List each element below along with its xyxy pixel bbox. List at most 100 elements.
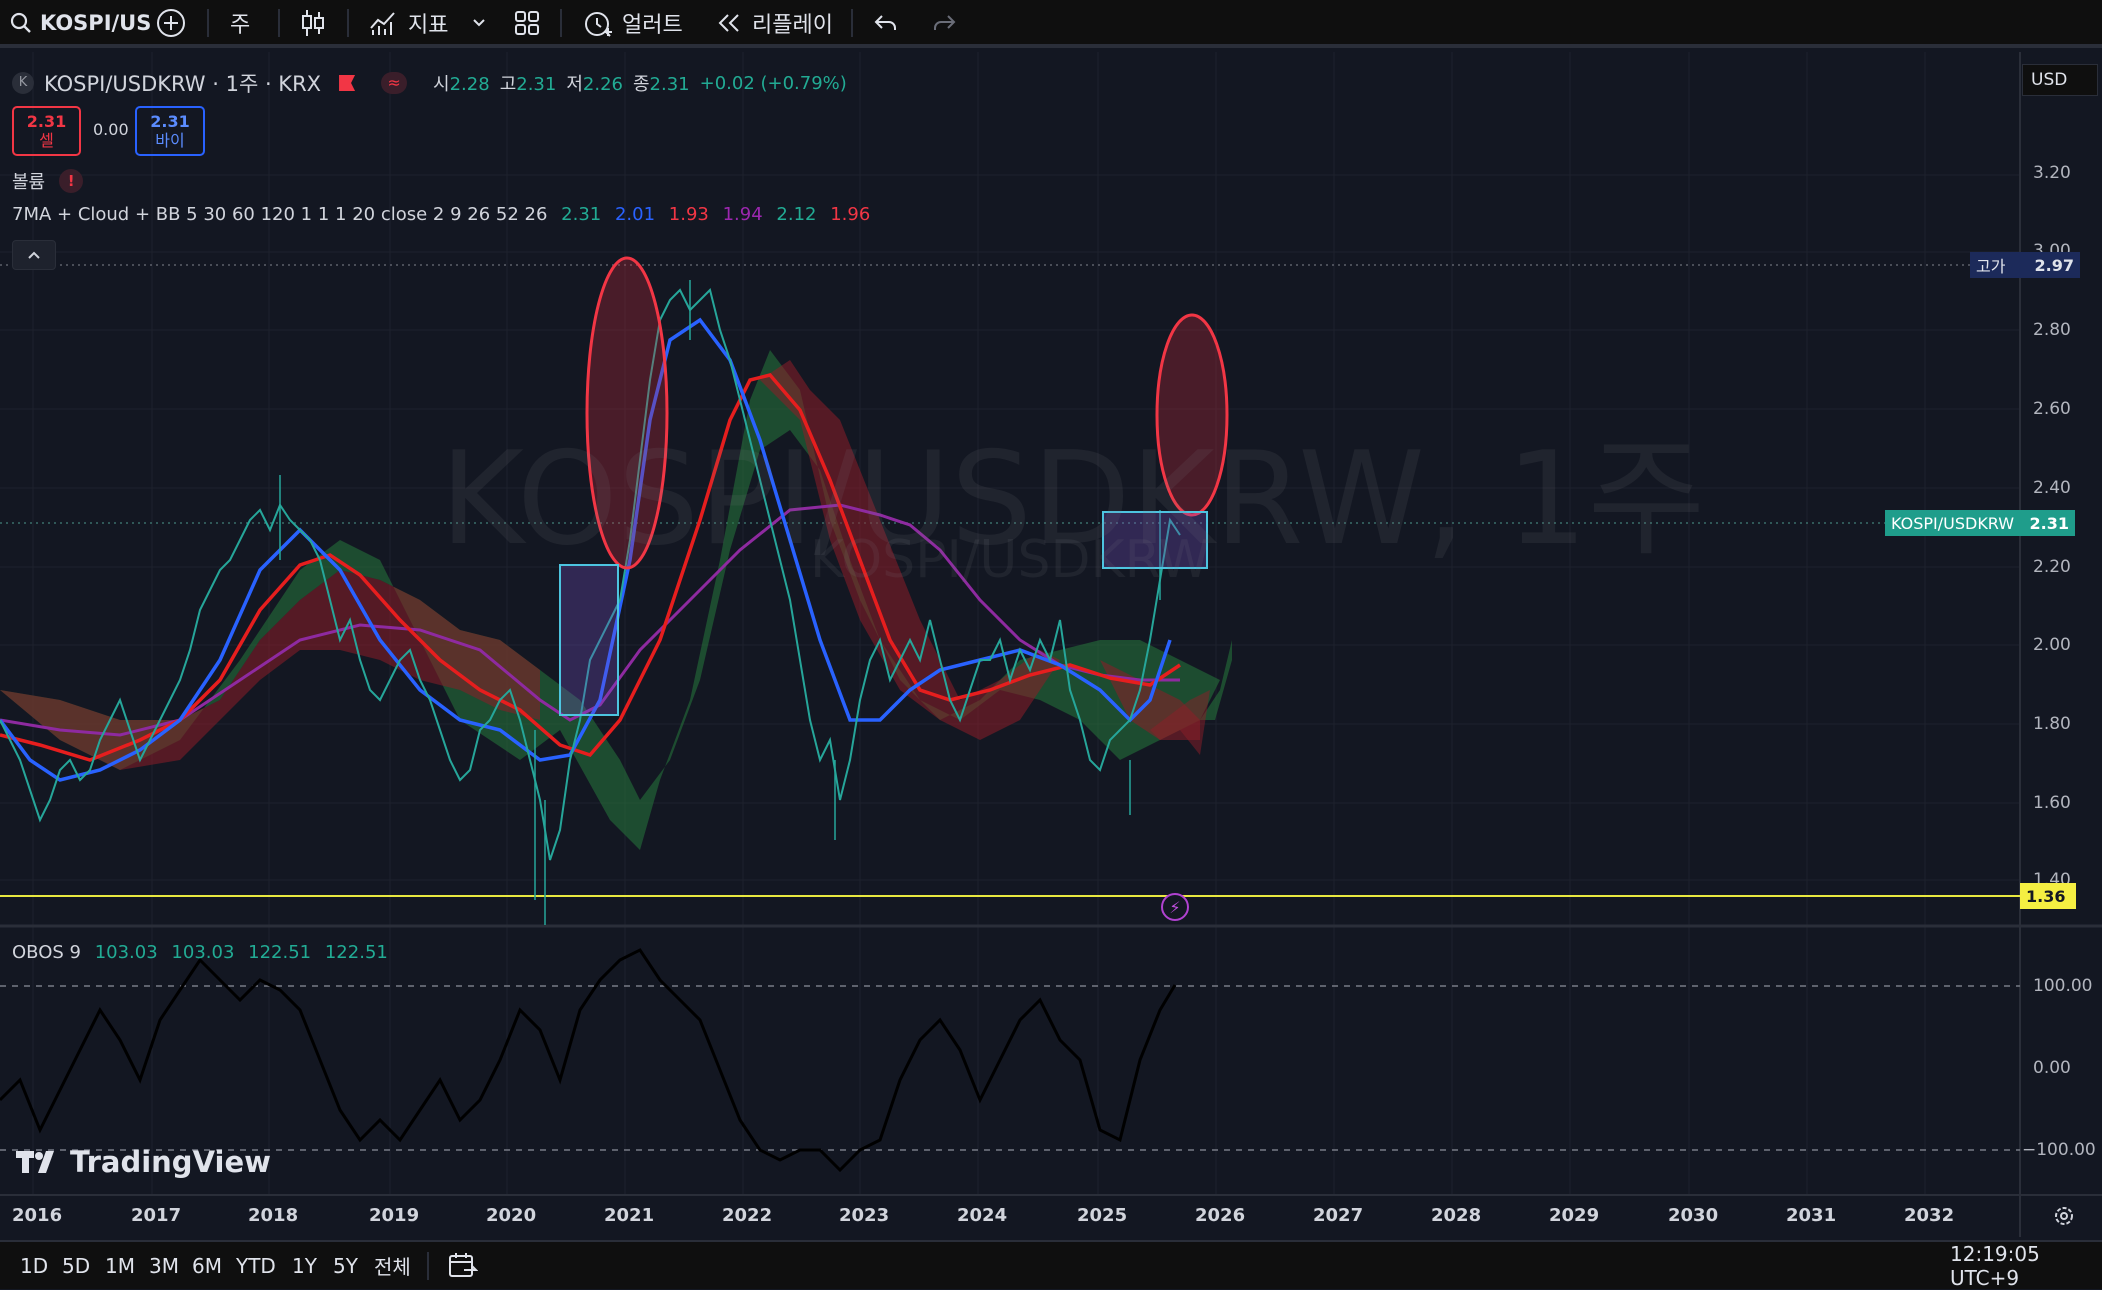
indicators-button[interactable]: 지표: [368, 0, 448, 46]
sell-button[interactable]: 2.31 셀: [12, 106, 81, 156]
change-value: +0.02 (+0.79%): [699, 72, 847, 94]
ma-legend[interactable]: 7MA + Cloud + BB 5 30 60 120 1 1 1 20 cl…: [12, 204, 870, 225]
price-candles: [0, 288, 1181, 861]
spread-value: 0.00: [93, 120, 129, 139]
volume-legend[interactable]: 볼륨 !: [12, 168, 84, 194]
indicators-label: 지표: [408, 13, 449, 38]
symbol-title: KOSPI/USDKRW · 1주 · KRX: [44, 72, 322, 96]
toolbar-divider: [560, 9, 562, 37]
interval-button[interactable]: 주: [230, 0, 250, 46]
chart-canvas[interactable]: [0, 52, 2102, 1237]
clock-timezone[interactable]: 12:19:05 UTC+9: [1950, 1241, 2040, 1290]
year-label: 2023: [839, 1205, 890, 1226]
range-3m[interactable]: 3M: [149, 1253, 179, 1278]
open-value: 2.28: [449, 74, 490, 95]
range-1d[interactable]: 1D: [20, 1253, 49, 1278]
high-tag-label: 고가: [1976, 257, 2006, 276]
go-to-date-button[interactable]: [448, 1242, 478, 1289]
year-label: 2032: [1904, 1205, 1955, 1226]
close-value: 2.31: [649, 74, 690, 95]
tradingview-logo[interactable]: TradingView: [16, 1145, 271, 1179]
volume-label: 볼륨: [12, 172, 46, 193]
obos-legend[interactable]: OBOS 9 103.03 103.03 122.51 122.51: [12, 942, 388, 963]
year-label: 2029: [1549, 1205, 1600, 1226]
alert-button[interactable]: 얼러트: [582, 0, 683, 46]
redo-button[interactable]: [932, 0, 956, 46]
highlight-box-2025[interactable]: [1102, 511, 1208, 569]
year-label: 2031: [1786, 1205, 1837, 1226]
candle-wicks: [279, 280, 1161, 925]
compare-button[interactable]: [156, 0, 186, 46]
indicator-templates-dropdown[interactable]: [472, 0, 486, 46]
ma-indicator-name: 7MA + Cloud + BB 5 30 60 120 1 1 1 20 cl…: [12, 204, 548, 225]
range-1y[interactable]: 1Y: [292, 1253, 317, 1278]
warning-icon[interactable]: !: [59, 169, 84, 193]
last-price-tag: KOSPI/USDKRW 2.31: [1885, 510, 2075, 536]
toolbar-divider: [851, 9, 853, 37]
buy-label: 바이: [155, 131, 185, 150]
replay-label: 리플레이: [752, 13, 833, 38]
close-label: 종: [632, 74, 650, 95]
year-label: 2026: [1195, 1205, 1246, 1226]
price-tick: 3.20: [2033, 163, 2071, 183]
high-label: 고: [499, 74, 517, 95]
redo-icon: [934, 15, 956, 30]
range-1m[interactable]: 1M: [105, 1253, 135, 1278]
year-label: 2024: [957, 1205, 1008, 1226]
obos-tick: 0.00: [2033, 1058, 2071, 1078]
data-status-icon[interactable]: ≈: [381, 72, 408, 94]
range-ytd[interactable]: YTD: [236, 1253, 276, 1278]
highlight-box-2020[interactable]: [559, 564, 619, 716]
highlight-ellipse-2021[interactable]: [585, 256, 669, 570]
chart-settings-button[interactable]: [2052, 1204, 2076, 1232]
chevron-down-icon: [473, 19, 485, 27]
replay-button[interactable]: 리플레이: [716, 0, 833, 46]
range-all[interactable]: 전체: [374, 1255, 411, 1279]
obos-tick: 100.00: [2033, 976, 2093, 996]
price-tick: 2.80: [2033, 320, 2071, 340]
sell-price: 2.31: [26, 112, 67, 131]
year-label: 2022: [722, 1205, 773, 1226]
gear-icon: [2055, 1207, 2073, 1225]
watermark-sub: KOSPI/USDKRW: [810, 530, 1211, 590]
low-label: 저: [566, 74, 583, 95]
year-label: 2017: [131, 1205, 182, 1226]
brand-name: TradingView: [70, 1145, 271, 1179]
currency-button[interactable]: USD: [2022, 64, 2098, 96]
range-6m[interactable]: 6M: [192, 1253, 222, 1278]
chart-type-button[interactable]: [300, 0, 326, 46]
undo-button[interactable]: [874, 0, 898, 46]
year-label: 2030: [1668, 1205, 1719, 1226]
symbol-search[interactable]: KOSPI/US: [10, 0, 151, 46]
grid-lines: [0, 52, 2020, 1195]
range-5y[interactable]: 5Y: [333, 1253, 358, 1278]
last-tag-label: KOSPI/USDKRW: [1891, 513, 2015, 533]
indicators-icon: [370, 12, 395, 35]
sell-label: 셀: [39, 131, 54, 150]
rewind-icon: [718, 14, 739, 32]
alarm-clock-icon: [585, 12, 612, 37]
ma-value-2: 2.01: [614, 204, 656, 225]
layout-button[interactable]: [514, 0, 540, 46]
flag-icon[interactable]: [339, 75, 356, 91]
ma-value-3: 1.93: [668, 204, 709, 225]
year-label: 2016: [12, 1205, 63, 1226]
low-line-tag: 1.36: [2020, 883, 2076, 909]
obos-tick: −100.00: [2022, 1140, 2096, 1160]
range-5d[interactable]: 5D: [62, 1253, 91, 1278]
symbol-legend[interactable]: K KOSPI/USDKRW · 1주 · KRX ≈ 시2.28 고2.31 …: [12, 68, 847, 98]
obos-value-3: 122.51: [248, 942, 312, 963]
low-value: 2.26: [582, 74, 623, 95]
cloud-future-bear: [1150, 690, 1210, 755]
last-tag-value: 2.31: [2029, 513, 2069, 533]
obos-line: [0, 948, 1177, 1173]
collapse-legend-button[interactable]: [12, 240, 56, 270]
toolbar-divider: [278, 9, 280, 37]
alert-label: 얼러트: [622, 13, 683, 38]
highlight-ellipse-2025[interactable]: [1155, 313, 1229, 517]
interval-label: 주: [230, 13, 251, 38]
buy-button[interactable]: 2.31 바이: [135, 106, 205, 156]
lightning-event-icon[interactable]: ⚡: [1161, 893, 1189, 921]
high-tag-value: 2.97: [2034, 255, 2074, 275]
ma-value-6: 1.96: [830, 204, 871, 225]
